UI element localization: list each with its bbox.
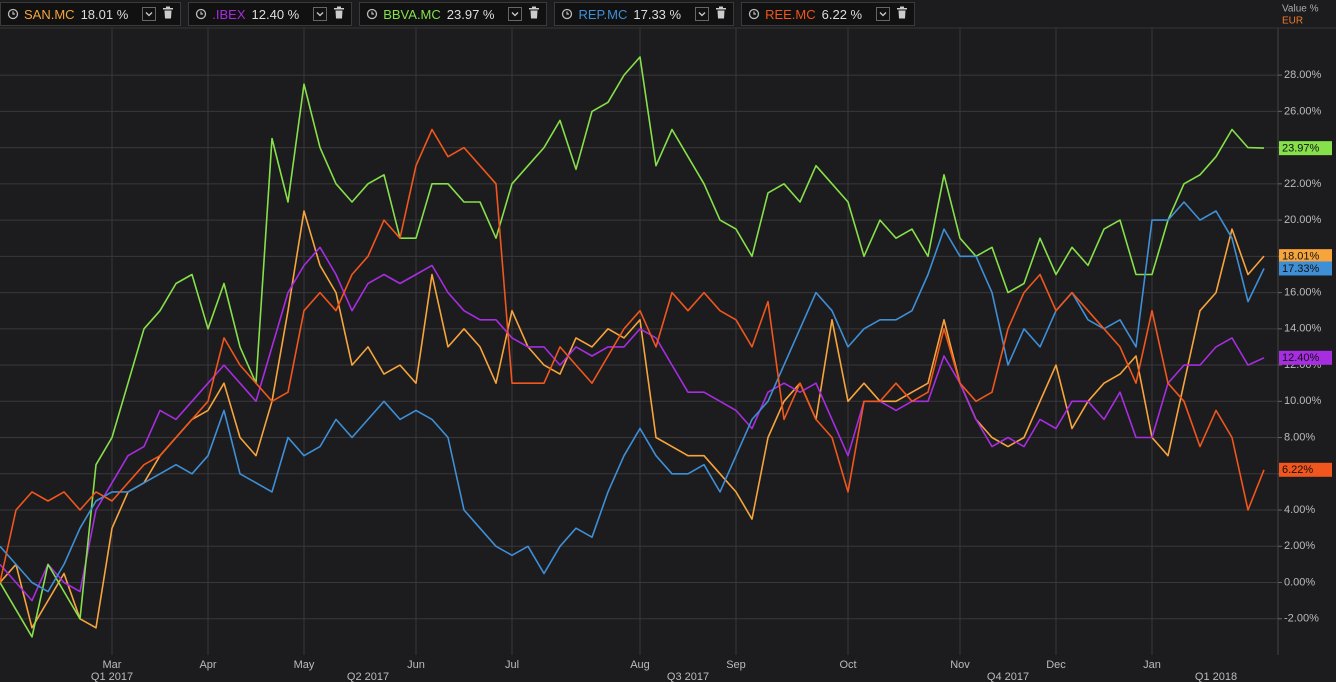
chevron <box>698 12 706 17</box>
end-label-box <box>1279 350 1332 365</box>
x-tick-label: May <box>294 659 315 671</box>
dropdown-button[interactable] <box>508 7 523 21</box>
quarter-label: Q4 2017 <box>987 671 1029 682</box>
legend-name: REE.MC <box>765 6 816 22</box>
end-label-box <box>1279 462 1332 477</box>
series-line <box>0 210 1265 629</box>
legend-value: 23.97 % <box>446 6 495 22</box>
x-tick-label: Sep <box>726 659 746 671</box>
y-tick-label: 20.00% <box>1284 214 1322 226</box>
delete-button[interactable] <box>333 6 345 22</box>
end-label: 6.22% <box>1282 464 1313 476</box>
currency: EUR <box>1282 16 1303 27</box>
clock-icon[interactable] <box>748 8 760 20</box>
clock-icon[interactable] <box>366 8 378 20</box>
quarter-label: Q3 2017 <box>667 671 709 682</box>
chevron <box>879 12 887 17</box>
end-label-box <box>1279 141 1332 156</box>
quarter-label: Q2 2017 <box>347 671 389 682</box>
y-tick-label: 16.00% <box>1284 286 1322 298</box>
series-line <box>0 201 1265 593</box>
trash-icon <box>897 6 908 19</box>
chevron <box>145 12 153 17</box>
axis-title: Value % <box>1282 4 1319 15</box>
legend-chip: BBVA.MC 23.97 % <box>359 2 548 26</box>
end-label-box <box>1279 261 1332 276</box>
dropdown-button[interactable] <box>876 7 891 21</box>
end-label: 18.01% <box>1282 251 1320 263</box>
chevron <box>316 12 324 17</box>
legend-value: 6.22 % <box>821 6 863 22</box>
legend-chip: REE.MC 6.22 % <box>741 2 916 26</box>
y-tick-label: -2.00% <box>1284 613 1319 625</box>
clock-icon[interactable] <box>195 8 207 20</box>
delete-button[interactable] <box>528 6 540 22</box>
end-label: 23.97% <box>1282 143 1320 155</box>
series-line <box>0 56 1265 638</box>
quarter-label: Q1 2018 <box>1195 671 1237 682</box>
chevron <box>512 12 519 17</box>
x-tick-label: Jun <box>407 659 425 671</box>
x-tick-label: Dec <box>1046 659 1066 671</box>
x-tick-label: Jul <box>505 659 519 671</box>
y-tick-label: 22.00% <box>1284 178 1322 190</box>
delete-button[interactable] <box>896 6 908 22</box>
end-label: 17.33% <box>1282 263 1320 275</box>
y-tick-label: 2.00% <box>1284 540 1315 552</box>
end-label-box <box>1279 249 1332 264</box>
series-line <box>0 246 1265 602</box>
legend-value: 17.33 % <box>633 6 682 22</box>
trash-icon <box>529 6 540 19</box>
trash-icon <box>716 6 727 19</box>
trash-icon <box>163 6 174 19</box>
legend-name: REP.MC <box>578 6 628 22</box>
y-tick-label: 26.00% <box>1284 105 1322 117</box>
dropdown-button[interactable] <box>313 7 328 21</box>
dropdown-button[interactable] <box>142 7 157 21</box>
legend-name: SAN.MC <box>24 6 75 22</box>
x-tick-label: Jan <box>1143 659 1161 671</box>
trash-icon <box>334 6 345 19</box>
delete-button[interactable] <box>715 6 727 22</box>
x-tick-label: Aug <box>630 659 650 671</box>
legend-value: 18.01 % <box>80 6 129 22</box>
legend-chip: SAN.MC 18.01 % <box>0 2 182 26</box>
x-tick-label: Nov <box>950 659 970 671</box>
quarter-label: Q1 2017 <box>91 671 133 682</box>
legend-name: .IBEX <box>212 6 246 22</box>
clock-icon[interactable] <box>7 8 19 20</box>
delete-button[interactable] <box>162 6 174 22</box>
x-tick-label: Oct <box>839 659 856 671</box>
series-line <box>0 128 1265 583</box>
legend-chip: REP.MC 17.33 % <box>554 2 735 26</box>
x-tick-label: Apr <box>199 659 216 671</box>
clock-icon[interactable] <box>561 8 573 20</box>
legend-name: BBVA.MC <box>383 6 441 22</box>
y-tick-label: 8.00% <box>1284 431 1315 443</box>
y-tick-label: 14.00% <box>1284 323 1322 335</box>
legend-value: 12.40 % <box>251 6 300 22</box>
end-label: 12.40% <box>1282 352 1320 364</box>
y-tick-label: 28.00% <box>1284 69 1322 81</box>
y-tick-label: 4.00% <box>1284 504 1315 516</box>
x-tick-label: Mar <box>103 659 122 671</box>
legend-chip: .IBEX 12.40 % <box>188 2 353 26</box>
legend-bar: SAN.MC 18.01 % .IBEX 12.40 % BBVA.MC 23.97 % R… <box>0 0 916 28</box>
dropdown-button[interactable] <box>695 7 710 21</box>
y-tick-label: 10.00% <box>1284 395 1322 407</box>
y-tick-label: 0.00% <box>1284 576 1315 588</box>
